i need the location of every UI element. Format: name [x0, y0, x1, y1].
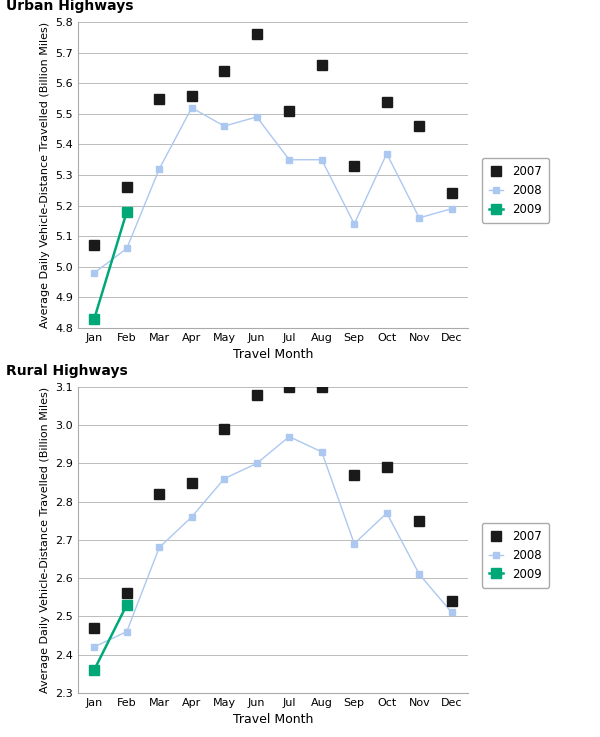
Text: Urban Highways: Urban Highways	[6, 0, 133, 13]
Text: Rural Highways: Rural Highways	[6, 364, 128, 378]
Y-axis label: Average Daily Vehicle-Distance Travelled (Billion Miles): Average Daily Vehicle-Distance Travelled…	[40, 22, 50, 328]
Legend: 2007, 2008, 2009: 2007, 2008, 2009	[482, 158, 549, 223]
X-axis label: Travel Month: Travel Month	[233, 349, 313, 361]
Legend: 2007, 2008, 2009: 2007, 2008, 2009	[482, 523, 549, 587]
X-axis label: Travel Month: Travel Month	[233, 713, 313, 726]
Y-axis label: Average Daily Vehicle-Distance Travelled (Billion Miles): Average Daily Vehicle-Distance Travelled…	[40, 387, 50, 693]
